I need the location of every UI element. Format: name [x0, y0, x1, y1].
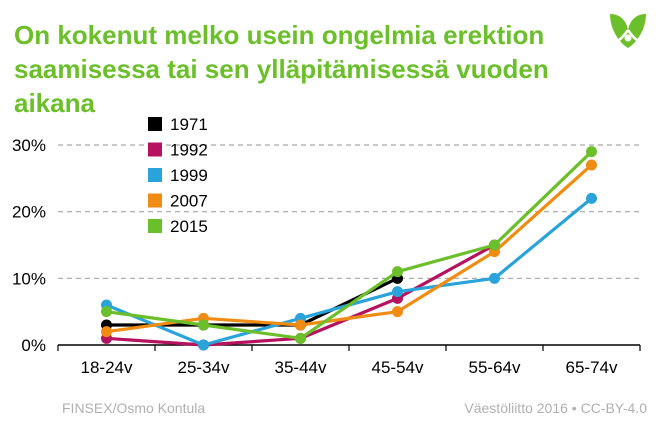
y-tick-label: 30%	[12, 136, 46, 155]
data-point	[295, 319, 306, 331]
series-line	[106, 163, 593, 334]
data-point	[198, 339, 209, 351]
legend-label: 1999	[170, 166, 208, 185]
legend-swatch	[148, 193, 162, 208]
legend-label: 1971	[170, 115, 208, 134]
legend-label: 1992	[170, 141, 208, 160]
x-tick-label: 25-34v	[178, 358, 230, 377]
data-point	[295, 332, 306, 344]
data-point	[586, 192, 597, 204]
x-tick-label: 35-44v	[275, 358, 327, 377]
legend-swatch	[148, 142, 162, 157]
vaestoliitto-leaf-logo-icon	[610, 14, 646, 48]
legend-swatch	[148, 117, 162, 131]
data-point	[101, 306, 112, 318]
y-tick-label: 0%	[21, 336, 46, 355]
data-point	[392, 286, 403, 298]
data-point	[586, 159, 597, 171]
data-point	[198, 319, 209, 331]
chart-title: On kokenut melko usein ongelmia erektion…	[14, 20, 549, 118]
source-footer: FINSEX/Osmo Kontula	[62, 400, 206, 416]
data-point	[489, 272, 500, 284]
data-point	[392, 306, 403, 318]
y-tick-label: 20%	[12, 203, 46, 222]
series-lines	[101, 146, 597, 351]
x-tick-label: 18-24v	[81, 358, 133, 377]
series-2015	[101, 146, 597, 344]
series-line	[106, 150, 593, 340]
legend-label: 2015	[170, 217, 208, 236]
gridlines	[58, 144, 640, 279]
x-tick-label: 45-54v	[372, 358, 424, 377]
x-tick-label: 65-74v	[566, 358, 618, 377]
data-point	[586, 146, 597, 158]
axes: 0% 10% 20% 30% 18-24v 25-34v 35-44v 45-54v 55-64…	[12, 136, 641, 377]
y-tick-label: 10%	[12, 269, 46, 288]
legend-swatch	[148, 219, 162, 233]
data-point	[392, 266, 403, 278]
legend-swatch	[148, 168, 162, 182]
credit-footer: Väestöliitto 2016 • CC-BY-4.0	[464, 400, 647, 416]
series-2007	[101, 159, 597, 338]
data-point	[489, 239, 500, 251]
legend: 1971 1992 1999 2007 2015	[148, 115, 208, 236]
legend-label: 2007	[170, 192, 208, 211]
data-point	[101, 326, 112, 338]
x-tick-label: 55-64v	[469, 358, 521, 377]
